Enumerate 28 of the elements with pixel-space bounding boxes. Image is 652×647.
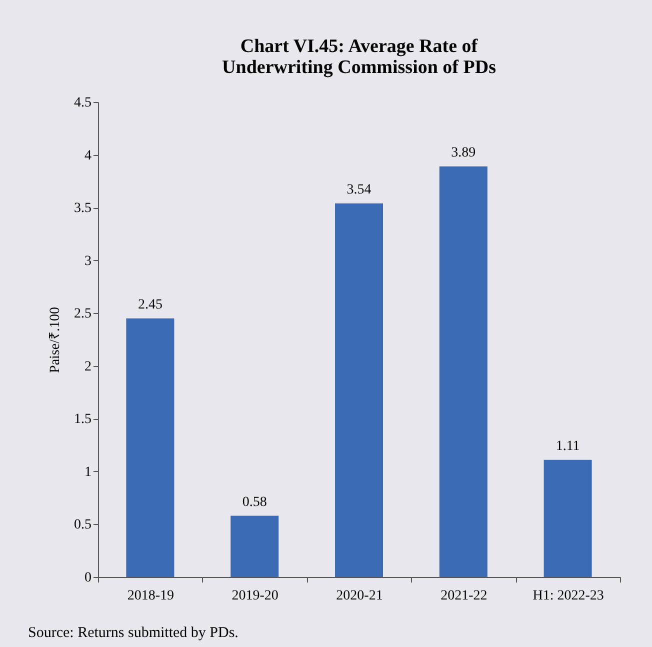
- y-tick-label: 4.5: [74, 96, 92, 110]
- bar: [230, 516, 279, 577]
- bar: [335, 203, 383, 577]
- source-note: Source: Returns submitted by PDs.: [28, 625, 238, 641]
- y-tick-label: 1.5: [74, 412, 92, 428]
- x-tick-label: 2021-22: [440, 588, 488, 604]
- y-tick-label: 2.5: [74, 306, 92, 322]
- bar: [544, 460, 592, 577]
- x-tick-label: H1: 2022-23: [532, 588, 604, 604]
- y-tick-label: 1: [84, 464, 92, 480]
- data-label: 0.58: [242, 494, 267, 510]
- y-tick-label: 4: [84, 148, 92, 164]
- y-tick-label: 0.5: [74, 518, 92, 533]
- data-label: 1.11: [556, 438, 580, 454]
- bar: [439, 166, 488, 577]
- bar: [126, 318, 174, 577]
- x-tick-label: 2019-20: [232, 588, 278, 604]
- y-tick-label: 0: [84, 570, 92, 586]
- data-label: 3.54: [346, 182, 372, 198]
- data-label: 3.89: [451, 145, 476, 160]
- data-label: 2.45: [138, 297, 162, 312]
- x-tick-label: 2018-19: [127, 588, 174, 604]
- y-axis-title: Paise/₹.100: [48, 307, 63, 373]
- y-tick-label: 2: [84, 359, 92, 374]
- y-tick-label: 3: [84, 254, 92, 269]
- x-tick-label: 2020-21: [336, 588, 383, 604]
- y-tick-label: 3.5: [74, 201, 92, 216]
- chart-title: Chart VI.45: Average Rate of Underwriting Commission of PDs: [222, 36, 496, 78]
